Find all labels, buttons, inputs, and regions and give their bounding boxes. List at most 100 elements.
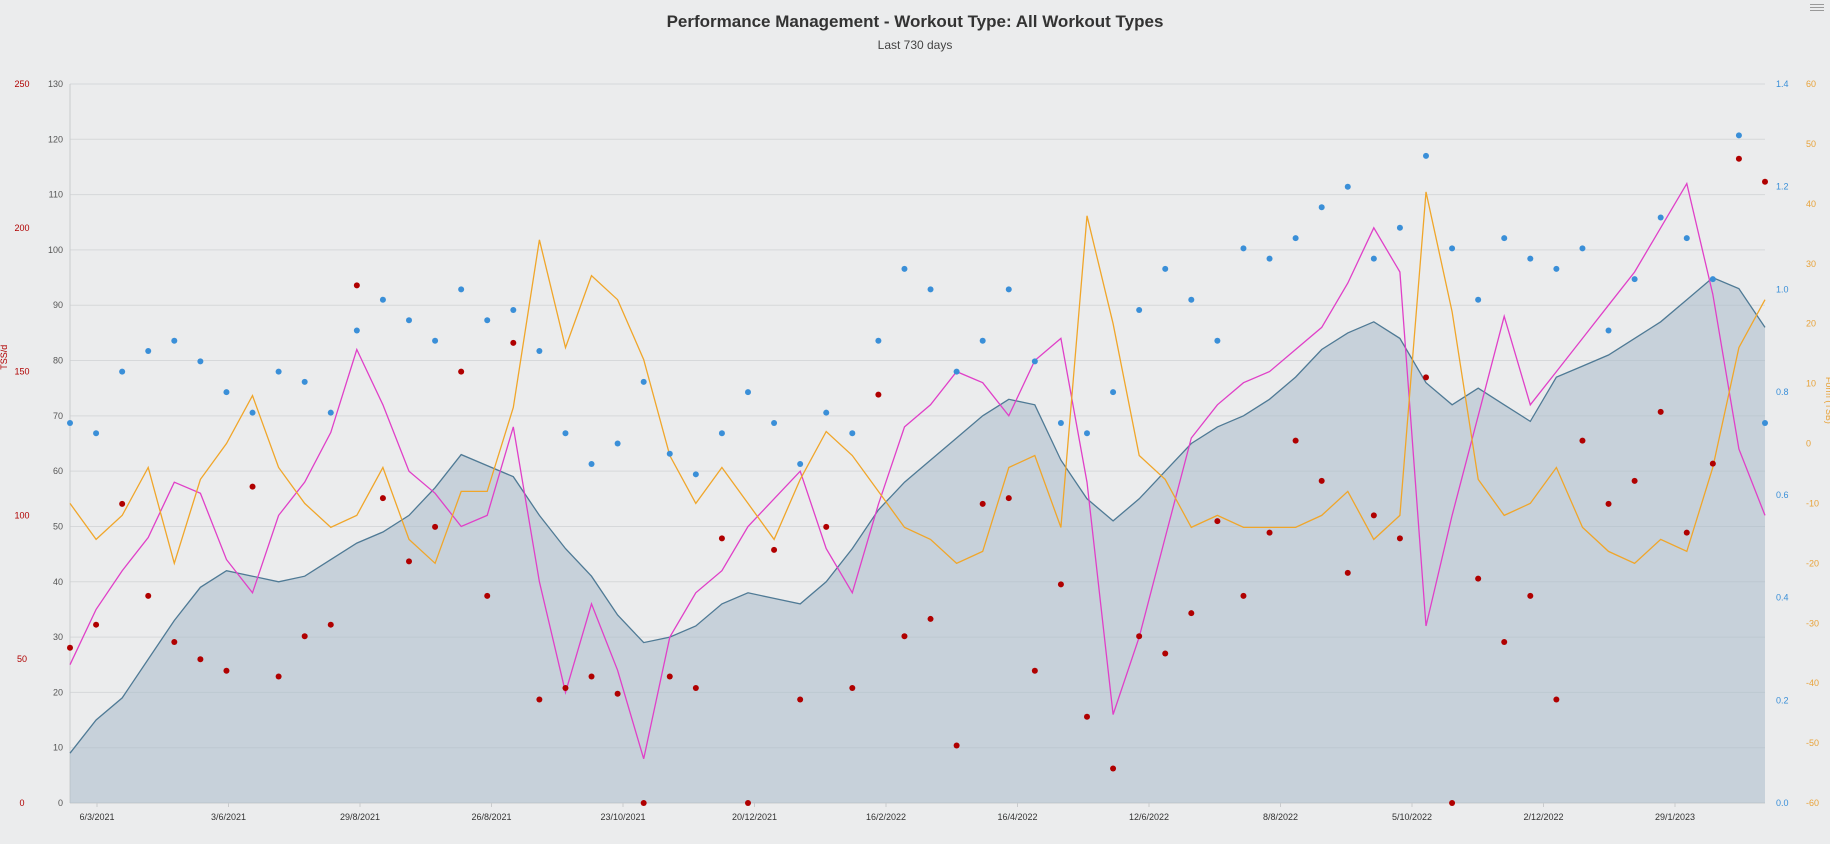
point-tss-d — [640, 800, 647, 806]
form-axis-tick: -40 — [1806, 678, 1819, 688]
point-if — [67, 419, 73, 426]
tss-axis-tick: 150 — [14, 367, 29, 377]
point-if — [1475, 296, 1482, 303]
point-tss-d — [1370, 512, 1377, 519]
if-axis-tick: 1.4 — [1776, 79, 1789, 89]
point-if — [1318, 204, 1325, 211]
x-axis-label: 26/8/2021 — [471, 812, 511, 822]
point-if — [484, 317, 491, 324]
point-if — [901, 265, 908, 272]
point-if — [1605, 327, 1612, 334]
point-tss-d — [1110, 765, 1117, 772]
point-if — [536, 348, 543, 355]
point-tss-d — [249, 483, 256, 490]
point-tss-d — [67, 644, 73, 651]
point-if — [927, 286, 934, 293]
point-if — [301, 378, 308, 385]
fitness-axis-tick: 0 — [58, 798, 63, 808]
point-tss-d — [1005, 495, 1012, 502]
point-if — [1240, 245, 1247, 252]
point-tss-d — [1266, 529, 1273, 536]
point-tss-d — [327, 621, 334, 628]
point-if — [1709, 276, 1716, 283]
line-form-tsb- — [69, 191, 1766, 566]
point-tss-d — [536, 696, 543, 703]
point-tss-d — [1553, 696, 1560, 703]
point-tss-d — [301, 633, 308, 640]
series-lines — [69, 181, 1766, 759]
point-tss-d — [197, 656, 204, 663]
point-tss-d — [562, 684, 569, 691]
point-if — [458, 286, 465, 293]
point-if — [1553, 265, 1560, 272]
fitness-axis-tick: 30 — [53, 632, 63, 642]
point-if — [406, 317, 412, 324]
point-tss-d — [823, 523, 830, 530]
point-if — [797, 461, 804, 468]
fitness-axis-tick: 40 — [53, 577, 63, 587]
form-axis-tick: 40 — [1806, 199, 1816, 209]
point-if — [1214, 337, 1221, 344]
point-if — [771, 419, 778, 426]
fitness-axis-tick: 10 — [53, 743, 63, 753]
x-axis-label: 20/12/2021 — [732, 812, 777, 822]
chart-menu-icon[interactable] — [1810, 2, 1824, 14]
tss-axis-tick: 250 — [14, 79, 29, 89]
form-axis-tick: 20 — [1806, 319, 1816, 329]
fitness-axis-tick: 70 — [53, 411, 63, 421]
point-tss-d — [1449, 800, 1456, 806]
point-tss-d — [1057, 581, 1064, 588]
fitness-axis-tick: 100 — [48, 245, 63, 255]
point-tss-d — [1709, 460, 1716, 467]
point-if — [849, 430, 856, 437]
point-tss-d — [1527, 592, 1534, 599]
fitness-axis-tick: 80 — [53, 356, 63, 366]
x-axis-label: 16/2/2022 — [866, 812, 906, 822]
if-axis-tick: 0.0 — [1776, 798, 1789, 808]
point-if — [249, 409, 256, 416]
fitness-area-fill — [70, 277, 1765, 804]
point-if — [823, 409, 830, 416]
point-if — [93, 430, 100, 437]
chart-title: Performance Management - Workout Type: A… — [666, 12, 1164, 31]
point-tss-d — [953, 742, 960, 749]
point-if — [1031, 358, 1038, 365]
point-tss-d — [1605, 500, 1612, 507]
point-if — [1657, 214, 1664, 221]
point-tss-d — [406, 558, 412, 565]
point-tss-d — [979, 500, 986, 507]
point-if — [1579, 245, 1586, 252]
point-tss-d — [901, 633, 908, 640]
form-axis-tick: -10 — [1806, 498, 1819, 508]
point-tss-d — [1735, 155, 1742, 162]
x-axis-label: 6/3/2021 — [79, 812, 114, 822]
point-tss-d — [1136, 633, 1143, 640]
point-if — [1266, 255, 1273, 262]
point-tss-d — [666, 673, 673, 680]
form-axis-tick: 60 — [1806, 79, 1816, 89]
point-if — [1735, 132, 1742, 139]
point-if — [1005, 286, 1012, 293]
point-if — [666, 450, 673, 457]
point-if — [1344, 183, 1351, 190]
point-tss-d — [692, 684, 699, 691]
point-tss-d — [1475, 575, 1482, 582]
tss-axis-label: TSS/d — [0, 345, 9, 370]
point-tss-d — [1501, 638, 1508, 645]
x-axis-label: 3/6/2021 — [211, 812, 246, 822]
point-if — [353, 327, 360, 334]
tss-axis-tick: 100 — [14, 510, 29, 520]
chart-subtitle: Last 730 days — [877, 38, 953, 52]
if-axis-tick: 0.6 — [1776, 490, 1789, 500]
fitness-axis-tick: 120 — [48, 134, 63, 144]
point-tss-d — [1631, 477, 1638, 484]
point-if — [1423, 152, 1429, 159]
fitness-axis-tick: 110 — [49, 190, 63, 200]
point-if — [119, 368, 126, 375]
point-if — [1762, 419, 1768, 426]
point-if — [692, 471, 699, 478]
point-tss-d — [1344, 569, 1351, 576]
point-tss-d — [484, 592, 491, 599]
line-fitness-ctl- — [69, 276, 1766, 754]
